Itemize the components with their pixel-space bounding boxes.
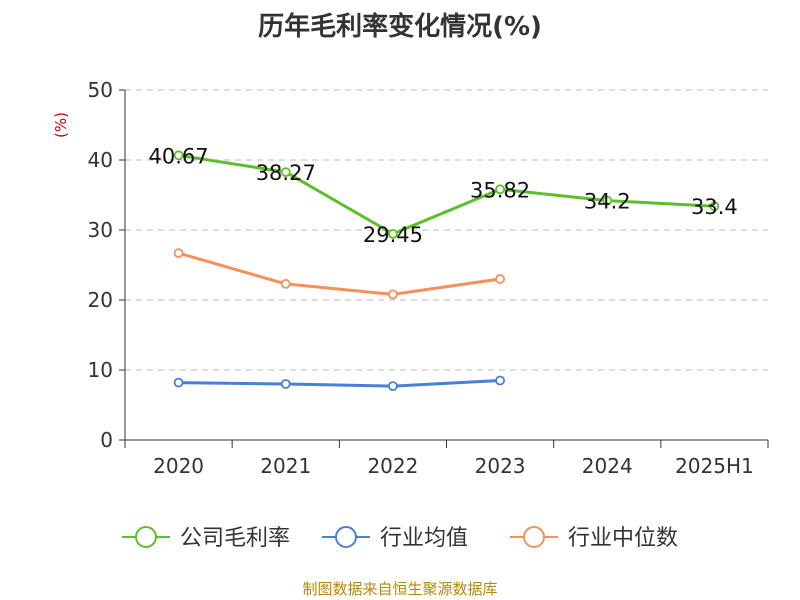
series-line-1 bbox=[178, 379, 501, 388]
legend-marker bbox=[523, 526, 545, 548]
legend-marker bbox=[135, 526, 157, 548]
legend-marker bbox=[335, 526, 357, 548]
y-tick-label: 50 bbox=[88, 78, 113, 102]
source-note: 制图数据来自恒生聚源数据库 bbox=[302, 580, 498, 598]
legend-label: 行业均值 bbox=[380, 526, 468, 551]
y-tick-label: 20 bbox=[88, 288, 113, 312]
data-point bbox=[388, 381, 398, 392]
y-axis-label: (%) bbox=[52, 112, 70, 138]
y-tick-label: 40 bbox=[88, 148, 113, 172]
legend-label: 公司毛利率 bbox=[180, 526, 290, 551]
data-label: 38.27 bbox=[256, 161, 316, 185]
x-tick-label: 2024 bbox=[582, 454, 633, 478]
legend: 公司毛利率 行业均值 行业中位数 bbox=[122, 526, 678, 551]
x-tick-label: 2022 bbox=[367, 454, 418, 478]
data-point bbox=[388, 289, 398, 300]
y-tick-label: 0 bbox=[100, 428, 113, 452]
data-point bbox=[173, 150, 184, 161]
x-tick-label: 2023 bbox=[475, 454, 526, 478]
data-point bbox=[280, 167, 291, 178]
data-label: 33.4 bbox=[691, 195, 738, 219]
data-point bbox=[280, 379, 291, 389]
data-labels: 40.67 38.27 29.45 35.82 34.2 33.4 bbox=[149, 144, 738, 247]
series bbox=[173, 150, 720, 392]
legend-label: 行业中位数 bbox=[568, 526, 678, 551]
data-point bbox=[495, 274, 505, 284]
x-tick-label: 2025H1 bbox=[675, 454, 754, 478]
data-point bbox=[495, 375, 505, 386]
data-label: 34.2 bbox=[584, 190, 631, 214]
data-point bbox=[280, 278, 291, 289]
y-tick-label: 10 bbox=[88, 358, 113, 382]
data-label: 35.82 bbox=[470, 178, 530, 202]
data-label: 40.67 bbox=[149, 144, 209, 168]
data-label: 29.45 bbox=[363, 223, 423, 247]
data-point bbox=[173, 377, 184, 388]
axes: 0 10 20 30 40 50 (%) 2020 2021 2022 2023 2024 2025H1 bbox=[52, 78, 769, 478]
x-tick-label: 2020 bbox=[153, 454, 204, 478]
data-point bbox=[388, 228, 398, 239]
x-tick-label: 2021 bbox=[260, 454, 311, 478]
series-line-2 bbox=[178, 251, 501, 296]
data-point bbox=[602, 195, 613, 206]
grid-lines bbox=[125, 89, 768, 371]
data-point bbox=[495, 184, 505, 195]
data-point bbox=[173, 248, 184, 259]
chart-title: 历年毛利率变化情况(%) bbox=[258, 12, 542, 42]
series-line-0 bbox=[178, 153, 715, 236]
y-tick-label: 30 bbox=[88, 218, 113, 242]
data-point bbox=[709, 201, 720, 212]
